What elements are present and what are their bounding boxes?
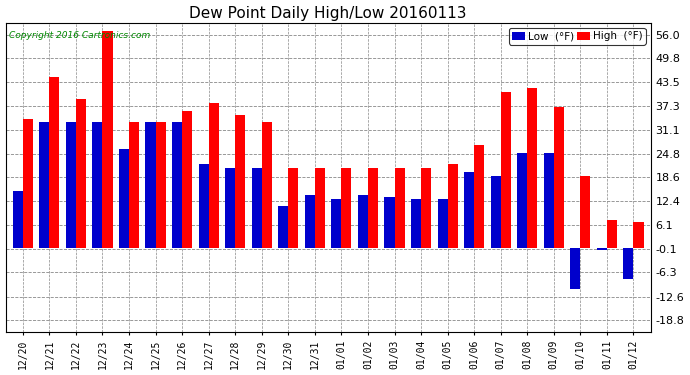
Bar (384, 197, 395, 248)
Bar (23, 118, 33, 248)
Bar (411, 199, 421, 248)
Bar (288, 168, 298, 248)
Bar (315, 168, 325, 248)
Bar (182, 111, 193, 248)
Bar (437, 199, 448, 248)
Title: Dew Point Daily High/Low 20160113: Dew Point Daily High/Low 20160113 (189, 6, 467, 21)
Bar (12, 191, 23, 248)
Bar (633, 222, 644, 248)
Bar (331, 199, 342, 248)
Bar (421, 168, 431, 248)
Bar (208, 103, 219, 248)
Bar (544, 153, 554, 248)
Bar (570, 248, 580, 288)
Bar (146, 122, 155, 248)
Bar (358, 195, 368, 248)
Bar (66, 122, 76, 248)
Bar (518, 153, 527, 248)
Bar (607, 220, 617, 248)
Legend: Low  (°F), High  (°F): Low (°F), High (°F) (509, 28, 646, 45)
Bar (464, 172, 474, 248)
Bar (527, 88, 538, 248)
Bar (491, 176, 501, 248)
Bar (368, 168, 378, 248)
Bar (172, 122, 182, 248)
Bar (119, 149, 129, 248)
Bar (501, 92, 511, 248)
Text: Copyright 2016 Cartronics.com: Copyright 2016 Cartronics.com (9, 31, 150, 40)
Bar (155, 122, 166, 248)
Bar (262, 122, 272, 248)
Bar (92, 122, 102, 248)
Bar (342, 168, 351, 248)
Bar (235, 115, 246, 248)
Bar (102, 31, 112, 248)
Bar (395, 168, 404, 248)
Bar (554, 107, 564, 248)
Bar (252, 168, 262, 248)
Bar (225, 168, 235, 248)
Bar (50, 76, 59, 248)
Bar (474, 145, 484, 248)
Bar (199, 164, 208, 248)
Bar (129, 122, 139, 248)
Bar (448, 164, 457, 248)
Bar (39, 122, 50, 248)
Bar (278, 206, 288, 248)
Bar (597, 248, 607, 250)
Bar (623, 248, 633, 279)
Bar (76, 99, 86, 248)
Bar (580, 176, 591, 248)
Bar (305, 195, 315, 248)
